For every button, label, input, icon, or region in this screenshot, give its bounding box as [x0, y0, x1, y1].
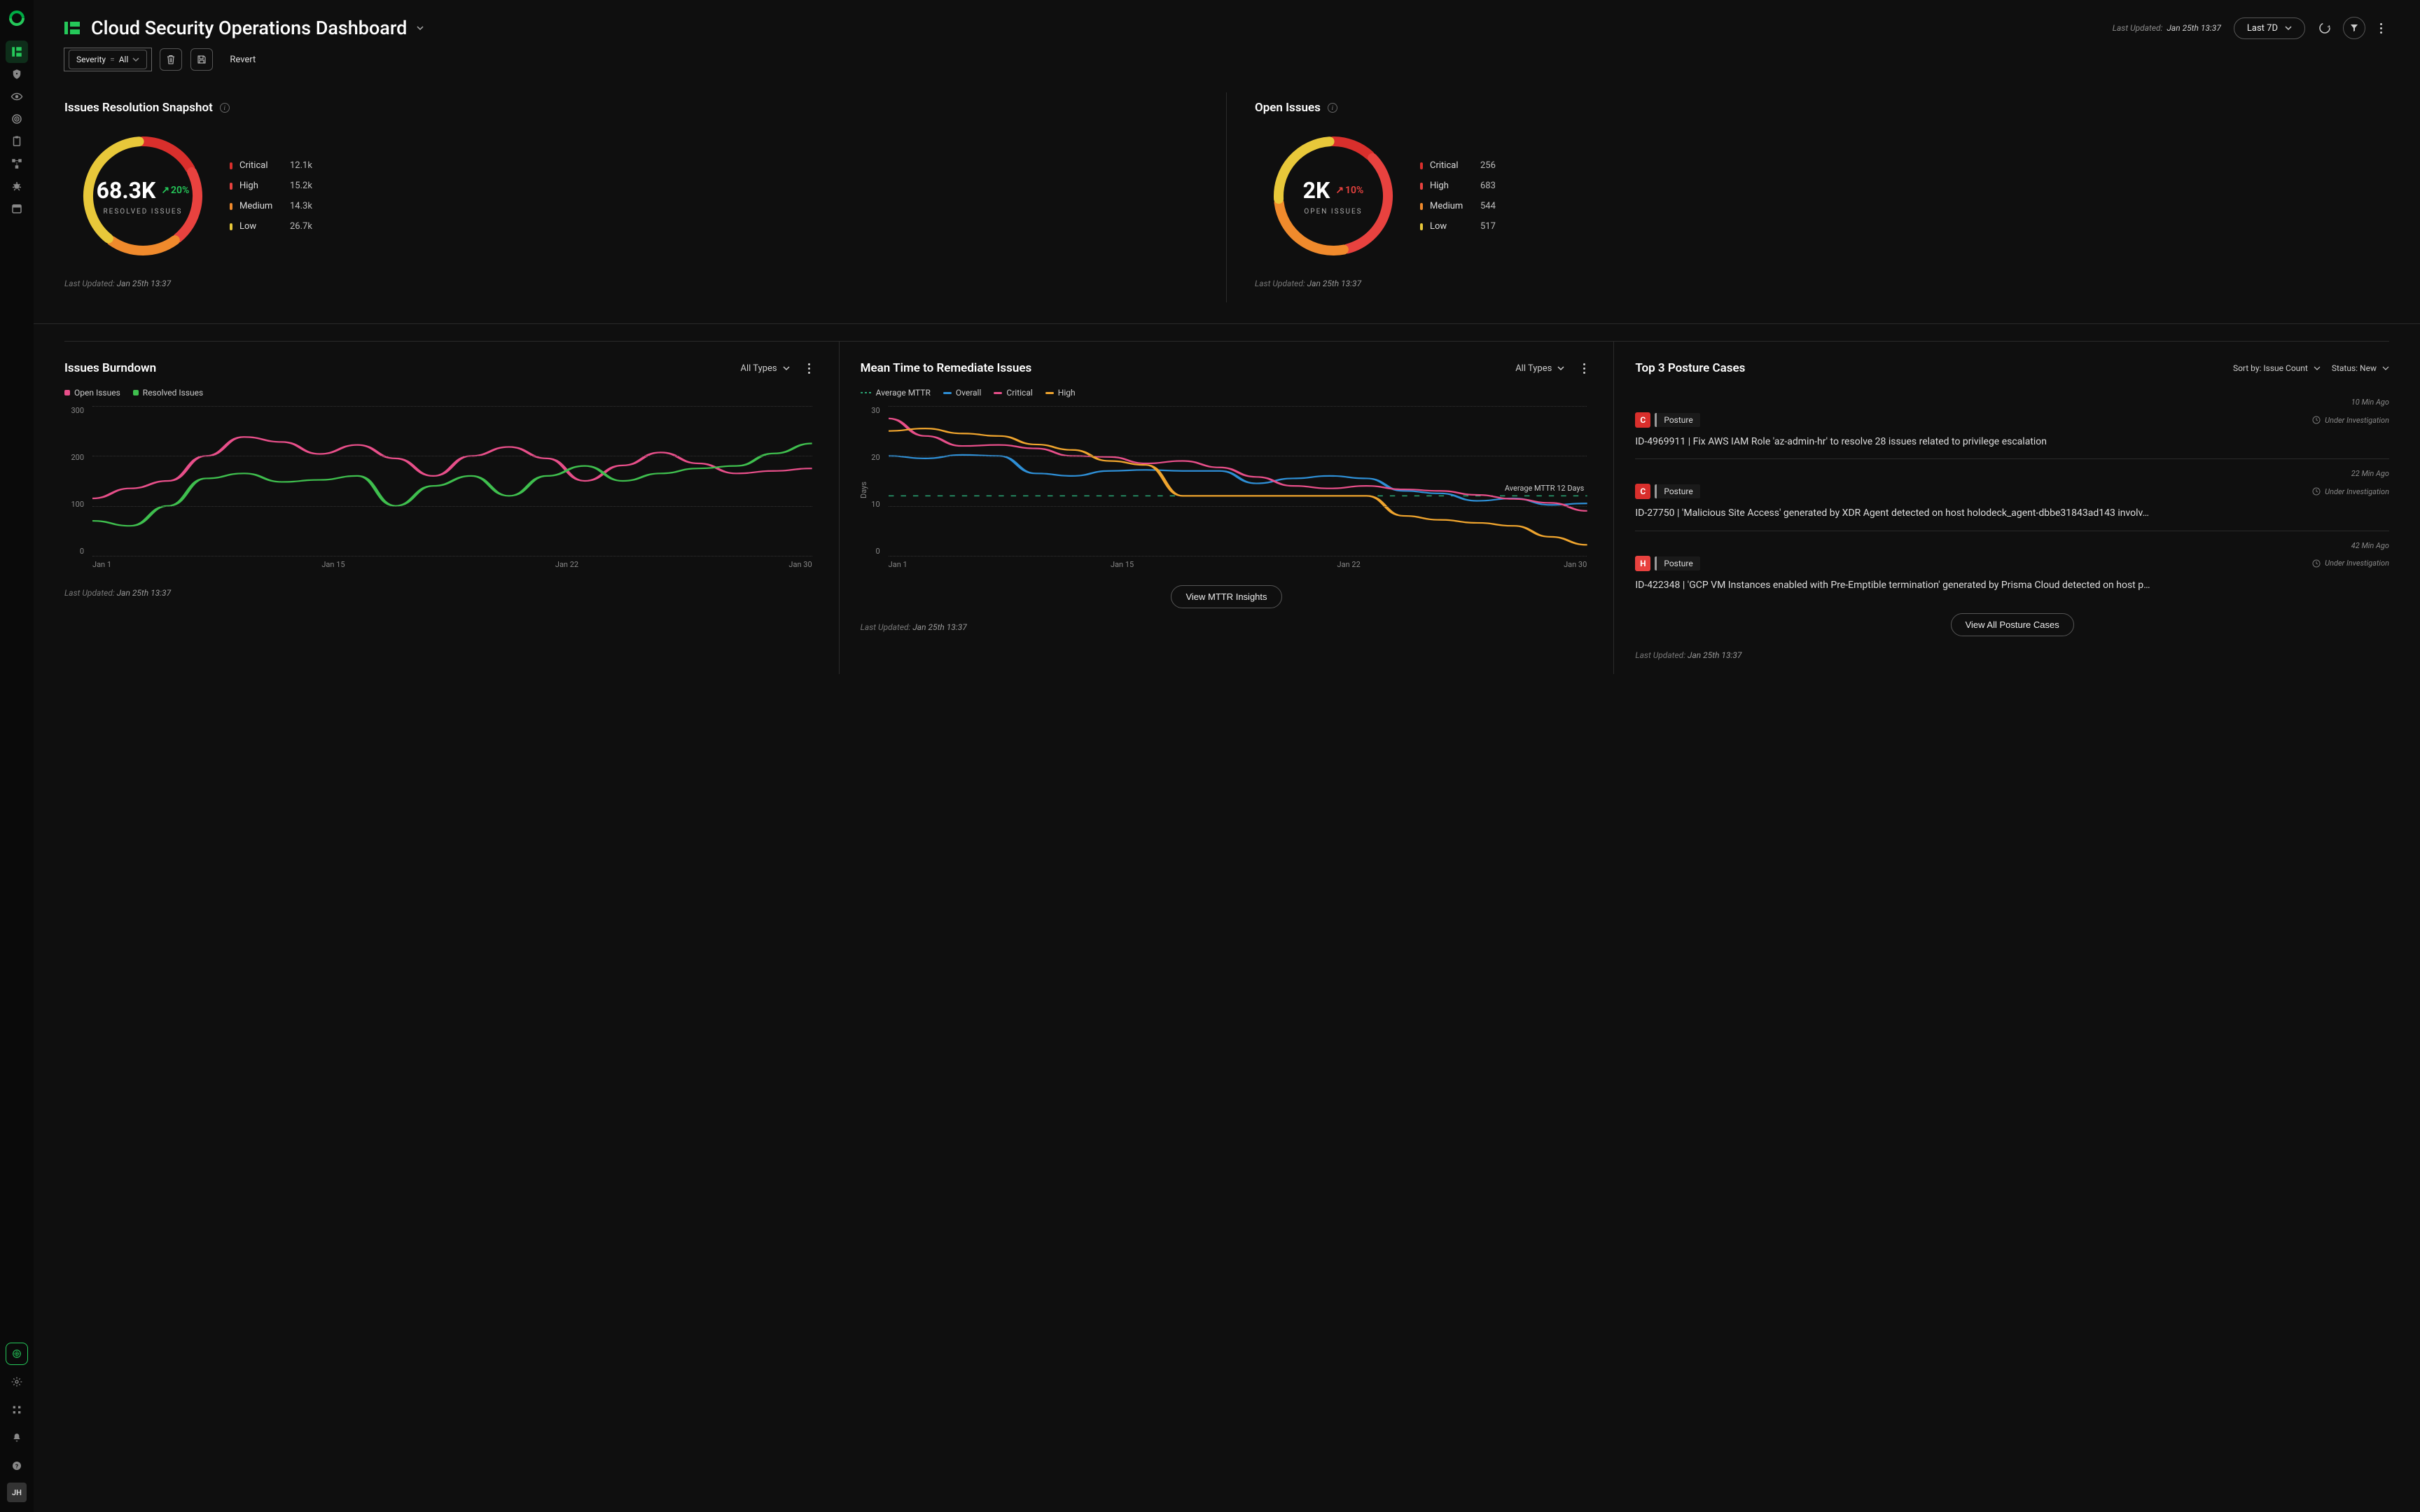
sidebar-item-target[interactable] [6, 108, 28, 130]
last-updated-value: Jan 25th 13:37 [2167, 23, 2220, 33]
legend-item: High683 [1420, 181, 1496, 191]
burndown-type-dropdown[interactable]: All Types [741, 363, 790, 374]
mttr-card: Mean Time to Remediate Issues All Types … [840, 341, 1615, 674]
user-avatar[interactable]: JH [7, 1483, 27, 1502]
filter-button[interactable] [2343, 17, 2365, 39]
mttr-chart: Days 3020100 Average MTTR 12 Days Jan 1J… [861, 406, 1593, 574]
case-description: ID-27750 | 'Malicious Site Access' gener… [1635, 506, 2389, 520]
title-chevron-icon[interactable] [417, 24, 424, 31]
view-posture-button[interactable]: View All Posture Cases [1951, 613, 2074, 636]
card-title: Issues Resolution Snapshot [64, 101, 213, 115]
sidebar: ? JH [0, 0, 34, 1512]
clock-icon [2312, 559, 2321, 568]
severity-badge: H [1635, 556, 1650, 571]
sidebar-item-clipboard[interactable] [6, 130, 28, 153]
category-tag: Posture [1655, 556, 1699, 570]
legend-item: Low26.7k [230, 221, 312, 232]
sidebar-item-eye[interactable] [6, 85, 28, 108]
category-tag: Posture [1655, 413, 1699, 427]
legend-item: Critical256 [1420, 160, 1496, 171]
posture-case[interactable]: 22 Min Ago C Posture Under Investigation… [1635, 459, 2389, 531]
revert-button[interactable]: Revert [230, 55, 256, 65]
dashboard-icon [64, 22, 80, 34]
info-icon[interactable]: i [220, 103, 230, 113]
legend-item: Critical12.1k [230, 160, 312, 171]
last-updated-label: Last Updated: [2113, 23, 2163, 33]
posture-case[interactable]: 42 Min Ago H Posture Under Investigation… [1635, 531, 2389, 602]
filter-group: Severity = All [64, 48, 151, 71]
sidebar-item-shield[interactable] [6, 63, 28, 85]
sidebar-item-help[interactable]: ? [6, 1455, 28, 1477]
delta-up: ↗ 20% [161, 185, 189, 196]
view-mttr-button[interactable]: View MTTR Insights [1171, 585, 1281, 608]
card-title: Open Issues [1255, 101, 1321, 115]
legend-item: Medium544 [1420, 201, 1496, 211]
delete-filter-button[interactable] [160, 48, 182, 71]
refresh-button[interactable] [2314, 17, 2336, 39]
time-range-selector[interactable]: Last 7D [2234, 18, 2305, 39]
mttr-type-dropdown[interactable]: All Types [1515, 363, 1564, 374]
filter-bar: Severity = All Revert [34, 48, 2420, 92]
clock-icon [2312, 487, 2321, 496]
open-donut: 2K ↗ 10% OPEN ISSUES [1272, 134, 1395, 258]
severity-badge: C [1635, 484, 1650, 499]
burndown-card: Issues Burndown All Types Open IssuesRes… [64, 341, 840, 674]
sidebar-item-bug[interactable] [6, 175, 28, 197]
sidebar-item-nodes[interactable] [6, 153, 28, 175]
posture-case[interactable]: 10 Min Ago C Posture Under Investigation… [1635, 388, 2389, 459]
open-legend: Critical256 High683 Medium544 Low517 [1420, 160, 1496, 232]
main-content: Cloud Security Operations Dashboard Last… [34, 0, 2420, 1512]
category-tag: Posture [1655, 484, 1699, 498]
sidebar-item-apps[interactable] [6, 1399, 28, 1421]
resolution-donut: 68.3K ↗ 20% RESOLVED ISSUES [81, 134, 204, 258]
more-menu[interactable] [2372, 23, 2389, 34]
sidebar-item-calendar[interactable] [6, 197, 28, 220]
posture-card: Top 3 Posture Cases Sort by: Issue Count… [1614, 341, 2389, 674]
save-filter-button[interactable] [190, 48, 213, 71]
legend-item: High15.2k [230, 181, 312, 191]
clock-icon [2312, 416, 2321, 424]
resolution-legend: Critical12.1k High15.2k Medium14.3k Low26.7… [230, 160, 312, 232]
svg-text:?: ? [15, 1463, 18, 1470]
resolution-card: Issues Resolution Snapshot i 68.3K ↗ 20%… [64, 92, 1227, 302]
posture-status-dropdown[interactable]: Status: New [2332, 363, 2389, 373]
info-icon[interactable]: i [1328, 103, 1337, 113]
app-logo [8, 10, 25, 27]
severity-filter[interactable]: Severity = All [69, 50, 147, 69]
sidebar-item-radar[interactable] [6, 1343, 28, 1365]
page-header: Cloud Security Operations Dashboard Last… [34, 0, 2420, 48]
mttr-menu[interactable] [1576, 363, 1592, 374]
sidebar-item-bell[interactable] [6, 1427, 28, 1449]
burndown-chart: 3002001000 Jan 1Jan 15Jan 22Jan 30 [64, 406, 818, 574]
posture-sort-dropdown[interactable]: Sort by: Issue Count [2233, 363, 2321, 373]
open-issues-card: Open Issues i 2K ↗ 10% OPEN ISSUES Criti… [1227, 92, 2389, 302]
case-description: ID-4969911 | Fix AWS IAM Role 'az-admin-… [1635, 435, 2389, 449]
legend-item: Low517 [1420, 221, 1496, 232]
burndown-menu[interactable] [801, 363, 818, 374]
case-description: ID-422348 | 'GCP VM Instances enabled wi… [1635, 578, 2389, 592]
delta-down: ↗ 10% [1335, 185, 1363, 196]
severity-badge: C [1635, 412, 1650, 428]
sidebar-item-gear[interactable] [6, 1371, 28, 1393]
legend-item: Medium14.3k [230, 201, 312, 211]
page-title: Cloud Security Operations Dashboard [91, 17, 407, 39]
sidebar-item-dashboard[interactable] [6, 41, 28, 63]
